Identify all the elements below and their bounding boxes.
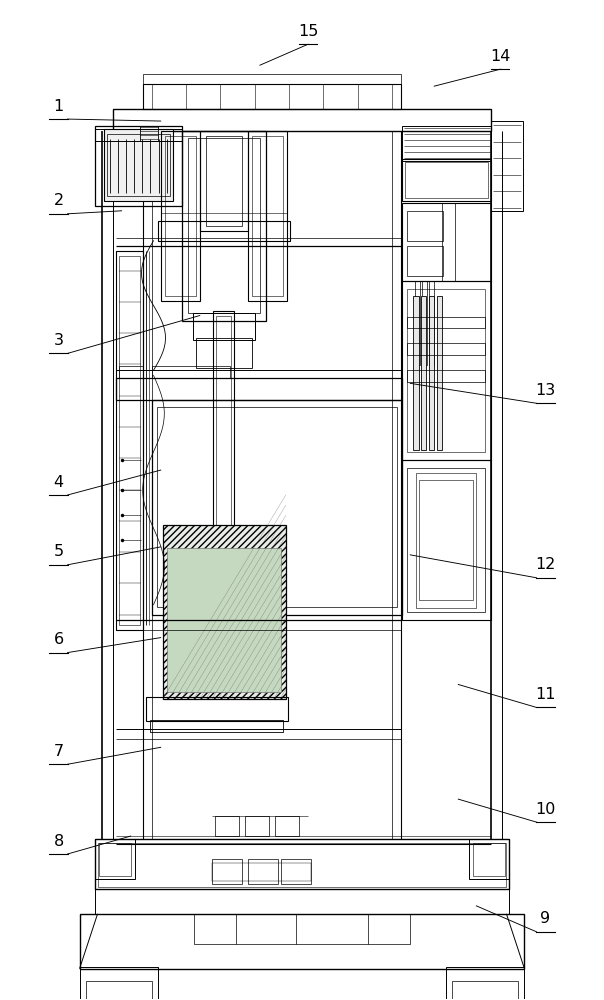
Bar	[446, 967, 524, 999]
Bar	[86, 981, 152, 999]
Bar	[95, 129, 182, 141]
Bar	[106, 134, 170, 196]
Bar	[402, 281, 492, 460]
Bar	[143, 84, 401, 109]
Text: 3: 3	[54, 333, 63, 348]
Bar	[419, 480, 474, 600]
Bar	[104, 129, 173, 201]
Bar	[167, 548, 281, 692]
Bar	[212, 859, 242, 884]
Bar	[407, 289, 486, 452]
Bar	[161, 213, 287, 221]
Bar	[413, 296, 419, 450]
Text: 7: 7	[53, 744, 63, 759]
Bar	[407, 211, 443, 241]
Bar	[146, 697, 288, 721]
Bar	[402, 203, 492, 281]
Bar	[165, 136, 196, 296]
Bar	[281, 859, 311, 884]
Bar	[98, 843, 506, 887]
Bar	[100, 843, 130, 876]
Bar	[469, 839, 509, 879]
Bar	[212, 863, 311, 881]
Bar	[405, 162, 489, 198]
Text: 6: 6	[53, 632, 63, 647]
Bar	[474, 843, 504, 876]
Bar	[140, 126, 158, 141]
Bar	[248, 131, 287, 301]
Bar	[95, 839, 135, 879]
Bar	[429, 281, 434, 365]
Bar	[112, 109, 492, 131]
Bar	[200, 131, 248, 231]
Bar	[215, 816, 239, 836]
Bar	[95, 126, 182, 206]
Text: 13: 13	[535, 383, 556, 398]
Bar	[194, 914, 410, 944]
Bar	[407, 246, 443, 276]
Bar	[275, 816, 299, 836]
Text: 15: 15	[298, 24, 318, 39]
Bar	[80, 967, 158, 999]
Bar	[248, 859, 278, 884]
Bar	[216, 316, 231, 625]
Bar	[402, 126, 492, 161]
Bar	[152, 366, 230, 378]
Bar	[402, 159, 492, 201]
Bar	[407, 468, 486, 612]
Bar	[161, 131, 200, 301]
Text: 2: 2	[53, 193, 63, 208]
Bar	[407, 343, 486, 355]
Bar	[152, 400, 402, 615]
Bar	[95, 839, 509, 889]
Text: 12: 12	[535, 557, 556, 572]
Bar	[162, 525, 286, 699]
Text: 5: 5	[53, 544, 63, 559]
Bar	[213, 311, 234, 630]
Bar	[188, 138, 260, 313]
Bar	[415, 281, 420, 365]
Bar	[118, 256, 140, 625]
Bar	[182, 131, 266, 320]
Bar	[437, 296, 442, 450]
Bar	[95, 889, 509, 914]
Bar	[156, 407, 397, 607]
Bar	[196, 338, 252, 368]
Bar	[422, 281, 427, 365]
Text: 11: 11	[535, 687, 556, 702]
Bar	[416, 473, 477, 608]
Text: 8: 8	[53, 834, 63, 849]
Bar	[452, 981, 518, 999]
Text: 4: 4	[53, 475, 63, 490]
Bar	[118, 366, 143, 378]
Bar	[115, 378, 402, 400]
Bar	[402, 460, 492, 620]
Bar	[115, 251, 143, 630]
Bar	[158, 221, 290, 241]
Bar	[429, 296, 434, 450]
Bar	[80, 914, 524, 969]
Bar	[252, 136, 283, 296]
Text: 1: 1	[53, 99, 63, 114]
Text: 14: 14	[490, 49, 510, 64]
Text: 9: 9	[541, 911, 551, 926]
Bar	[407, 370, 486, 382]
Bar	[209, 625, 239, 640]
Text: 10: 10	[535, 802, 556, 817]
Bar	[143, 74, 401, 84]
Bar	[407, 317, 486, 328]
Bar	[492, 121, 522, 211]
Bar	[206, 136, 242, 226]
Bar	[150, 720, 283, 732]
Bar	[245, 816, 269, 836]
Bar	[193, 313, 255, 340]
Bar	[421, 296, 426, 450]
